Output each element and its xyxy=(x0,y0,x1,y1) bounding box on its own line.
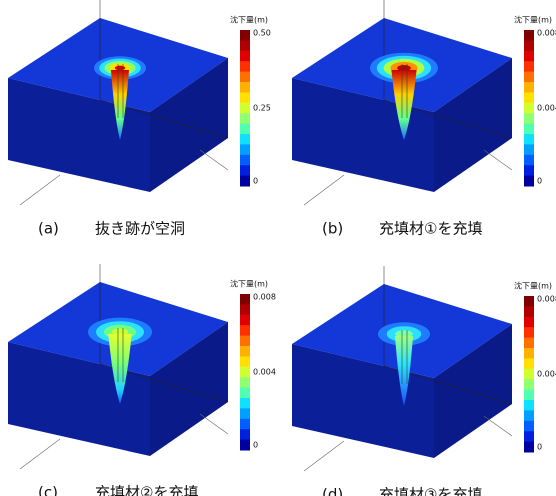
colorbar-title: 沈下量(m) xyxy=(230,279,268,289)
colorbar-segment xyxy=(240,103,250,114)
axis-line xyxy=(20,439,60,469)
colorbar-segment xyxy=(240,72,250,83)
colorbar-segment xyxy=(240,325,250,336)
colorbar-segment xyxy=(524,103,534,114)
colorbar-segment xyxy=(524,317,534,328)
colorbar-title: 沈下量(m) xyxy=(514,15,552,25)
colorbar-segment xyxy=(524,176,534,187)
panel-label: (d) xyxy=(322,486,343,496)
colorbar-segment xyxy=(240,419,250,430)
colorbar-segment xyxy=(240,356,250,367)
colorbar-segment xyxy=(240,408,250,419)
panel: 沈下量(m) 0.008 0.004 0 (d) 充填材③を充填 xyxy=(292,266,556,496)
colorbar-segment xyxy=(240,51,250,62)
colorbar-segment xyxy=(240,440,250,451)
colorbar-segment xyxy=(524,134,534,145)
colorbar-title: 沈下量(m) xyxy=(514,281,552,291)
colorbar-segment xyxy=(524,61,534,72)
panel-caption: 充填材③を充填 xyxy=(379,486,482,496)
colorbar-tick-label: 0 xyxy=(253,441,258,450)
colorbar-segment xyxy=(524,113,534,124)
colorbar-segment xyxy=(524,400,534,411)
panel: 沈下量(m) 0.008 0.004 0 (b) 充填材①を充填 xyxy=(292,0,556,238)
plume-ring xyxy=(115,66,125,71)
axis-line xyxy=(200,414,228,434)
axis-line xyxy=(200,150,228,170)
panel: 沈下量(m) 0.008 0.004 0 (c) 充填材②を充填 xyxy=(8,264,276,496)
colorbar-tick-label: 0.50 xyxy=(253,29,271,38)
colorbar-tick-label: 0.004 xyxy=(537,104,556,113)
colorbar-tick-label: 0 xyxy=(253,177,258,186)
colorbar-segment xyxy=(240,82,250,93)
colorbar-title: 沈下量(m) xyxy=(230,15,268,25)
colorbar-segment xyxy=(240,176,250,187)
colorbar-segment xyxy=(240,315,250,326)
colorbar-segment xyxy=(240,40,250,51)
colorbar-segment xyxy=(524,51,534,62)
colorbar-tick-label: 0.008 xyxy=(537,29,556,38)
panel-caption: 充填材①を充填 xyxy=(379,220,482,238)
colorbar-tick-label: 0 xyxy=(537,177,542,186)
colorbar-segment xyxy=(240,155,250,166)
axis-line xyxy=(484,150,512,170)
colorbar-segment xyxy=(524,30,534,41)
panel-label: (c) xyxy=(38,484,58,496)
colorbar-segment xyxy=(240,30,250,41)
axis-line xyxy=(304,441,344,471)
colorbar-segment xyxy=(240,294,250,305)
colorbar-tick-label: 0.004 xyxy=(253,368,276,377)
colorbar-segment xyxy=(524,410,534,421)
colorbar-segment xyxy=(240,61,250,72)
colorbar-segment xyxy=(240,336,250,347)
colorbar-segment xyxy=(240,92,250,103)
colorbar-segment xyxy=(524,379,534,390)
colorbar-tick-label: 0.25 xyxy=(253,104,271,113)
colorbar-segment xyxy=(240,388,250,399)
colorbar-segment xyxy=(524,306,534,317)
colorbar-segment xyxy=(240,398,250,409)
colorbar-segment xyxy=(524,296,534,307)
axis-line xyxy=(484,416,512,436)
colorbar-segment xyxy=(240,429,250,440)
colorbar-segment xyxy=(240,124,250,135)
colorbar-segment xyxy=(524,390,534,401)
axis-line xyxy=(304,175,344,205)
colorbar-segment xyxy=(524,442,534,453)
colorbar-segment xyxy=(524,369,534,380)
colorbar-tick-label: 0.008 xyxy=(253,293,276,302)
colorbar-segment xyxy=(240,304,250,315)
colorbar-segment xyxy=(524,72,534,83)
colorbar-segment xyxy=(240,144,250,155)
colorbar-segment xyxy=(240,165,250,176)
colorbar-segment xyxy=(524,165,534,176)
colorbar-segment xyxy=(240,134,250,145)
panel: 沈下量(m) 0.50 0.25 0 (a) 抜き跡が空洞 xyxy=(8,0,271,238)
figure: 沈下量(m)0.500.250(a)抜き跡が空洞沈下量(m)0.0080.004… xyxy=(0,0,556,496)
colorbar-segment xyxy=(524,358,534,369)
colorbar-segment xyxy=(524,431,534,442)
panel-label: (b) xyxy=(322,220,343,238)
colorbar-segment xyxy=(524,124,534,135)
colorbar-segment xyxy=(524,338,534,349)
colorbar-segment xyxy=(240,113,250,124)
panel-caption: 抜き跡が空洞 xyxy=(95,220,185,238)
colorbar-segment xyxy=(524,421,534,432)
colorbar-segment xyxy=(524,144,534,155)
colorbar-segment xyxy=(240,377,250,388)
colorbar-segment xyxy=(524,327,534,338)
axis-line xyxy=(20,175,60,205)
panel-label: (a) xyxy=(38,220,59,238)
colorbar-segment xyxy=(240,367,250,378)
colorbar-segment xyxy=(524,40,534,51)
colorbar-tick-label: 0.008 xyxy=(537,295,556,304)
colorbar-segment xyxy=(524,155,534,166)
panel-caption: 充填材②を充填 xyxy=(95,484,198,496)
colorbar-tick-label: 0 xyxy=(537,443,542,452)
colorbar-tick-label: 0.004 xyxy=(537,370,556,379)
colorbar-segment xyxy=(524,82,534,93)
colorbar-segment xyxy=(524,92,534,103)
colorbar-segment xyxy=(240,346,250,357)
colorbar-segment xyxy=(524,348,534,359)
